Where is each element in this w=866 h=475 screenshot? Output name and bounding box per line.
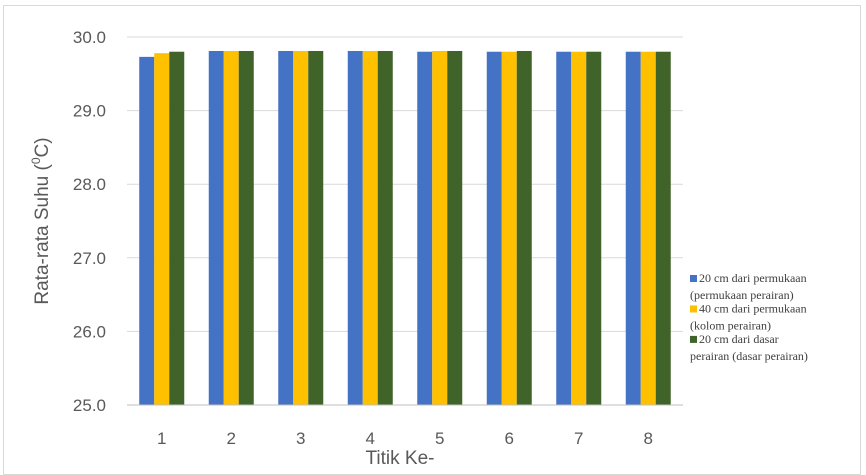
bar	[238, 50, 254, 405]
bar	[169, 51, 185, 405]
bar	[516, 50, 532, 405]
x-tick-label: 6	[505, 429, 514, 448]
bar	[655, 51, 671, 405]
y-axis-title-main: Rata-rata Suhu (	[32, 163, 53, 304]
bar	[447, 50, 463, 405]
x-tick-label: 2	[227, 429, 236, 448]
legend-label: 40 cm dari permukaan (kolom perairan)	[690, 301, 807, 332]
legend-label: 20 cm dari dasar perairan (dasar perairan…	[690, 332, 808, 363]
bar	[377, 50, 393, 405]
x-tick-labels: 1 2 3 4 5 6 7 8	[157, 429, 653, 448]
x-tick-label: 3	[296, 429, 305, 448]
legend-label-line: (kolom perairan)	[690, 318, 771, 332]
x-tick-label: 8	[644, 429, 653, 448]
bar	[486, 51, 502, 405]
bar	[278, 50, 294, 405]
y-tick-label: 30.0	[73, 28, 106, 47]
legend-label-line: 40 cm dari permukaan	[699, 301, 807, 315]
bar	[640, 51, 656, 405]
legend-label-line: 20 cm dari permukaan	[699, 271, 807, 285]
bars	[139, 50, 671, 405]
x-tick-label: 4	[366, 429, 375, 448]
y-axis-title: Rata-rata Suhu (0C)	[29, 137, 53, 304]
bar	[208, 50, 224, 405]
y-tick-labels: 25.0 26.0 27.0 28.0 29.0 30.0	[73, 28, 106, 415]
y-axis-title-end: C)	[32, 137, 53, 157]
x-tick-label: 5	[435, 429, 444, 448]
x-tick-label: 1	[157, 429, 166, 448]
bar	[362, 50, 378, 405]
bar	[417, 51, 433, 405]
legend: 20 cm dari permukaan (permukaan perairan)…	[690, 271, 808, 363]
legend-label-line: (permukaan perairan)	[690, 288, 794, 302]
y-tick-label: 28.0	[73, 175, 106, 194]
bar	[308, 50, 324, 405]
y-axis-title-superscript: 0	[29, 157, 43, 164]
bar	[571, 51, 587, 405]
bar	[586, 51, 602, 405]
legend-swatch	[690, 305, 697, 313]
bar	[501, 51, 517, 405]
bar	[625, 51, 641, 405]
legend-swatch	[690, 275, 697, 282]
y-tick-label: 29.0	[73, 102, 106, 121]
x-tick-label: 7	[574, 429, 583, 448]
legend-label-line: perairan (dasar perairan)	[690, 349, 808, 363]
bar	[347, 50, 363, 405]
y-tick-label: 25.0	[73, 396, 106, 415]
bar	[154, 53, 170, 405]
y-tick-label: 27.0	[73, 249, 106, 268]
bar	[556, 51, 572, 405]
legend-swatch	[690, 335, 697, 343]
x-axis-title: Titik Ke-	[366, 448, 435, 469]
bar	[293, 50, 309, 405]
legend-label-line: 20 cm dari dasar	[699, 332, 779, 346]
bar	[139, 56, 155, 405]
bar	[223, 50, 239, 405]
bar	[432, 50, 448, 405]
legend-label: 20 cm dari permukaan (permukaan perairan)	[690, 271, 807, 302]
y-tick-label: 26.0	[73, 322, 106, 341]
